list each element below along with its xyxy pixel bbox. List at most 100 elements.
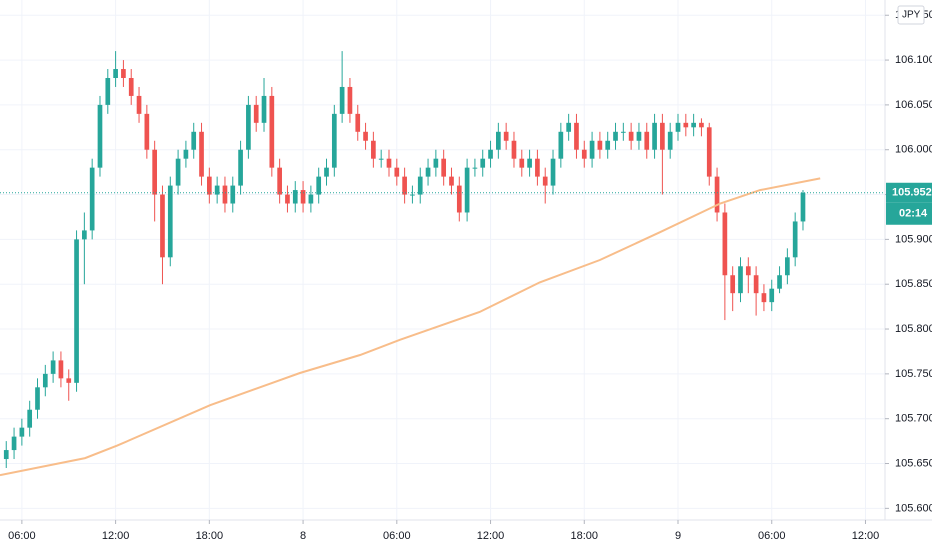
candle-body — [152, 149, 158, 195]
candle-body — [605, 140, 611, 150]
currency-label[interactable]: JPY — [902, 10, 921, 21]
candle-body — [519, 158, 525, 168]
candle-body — [183, 149, 189, 159]
candle-body — [35, 387, 40, 410]
candle-body — [691, 122, 696, 128]
candle-body — [410, 194, 415, 196]
candle-body — [628, 131, 634, 141]
currency-badge[interactable] — [897, 5, 925, 25]
candle-body — [777, 275, 782, 289]
candle-body — [175, 158, 181, 186]
candle-body — [292, 190, 298, 204]
x-tick-label: 12:00 — [852, 530, 880, 542]
candle-body — [214, 185, 220, 195]
candle-body — [535, 158, 540, 177]
x-tick-label: 06:00 — [758, 530, 786, 542]
candle-body — [620, 131, 626, 133]
candle-body — [769, 288, 775, 303]
candle-body — [753, 275, 759, 294]
candle-body — [675, 122, 681, 132]
candle-body — [285, 194, 290, 204]
candle-body — [378, 158, 384, 160]
candle-body — [277, 167, 282, 195]
candle-body — [42, 373, 48, 388]
candle-body — [253, 104, 259, 123]
candle-body — [206, 176, 212, 195]
candle-body — [488, 149, 493, 159]
candle-body — [269, 95, 275, 168]
candle-body — [566, 122, 571, 132]
y-tick-label: 106.050 — [895, 99, 932, 111]
candle-body — [339, 86, 345, 114]
candle-body — [66, 378, 72, 383]
candle-body — [50, 360, 56, 374]
candle-body — [706, 127, 712, 177]
candle-body — [105, 78, 111, 105]
candle-body — [699, 122, 704, 128]
grid — [0, 0, 885, 520]
candle-body — [331, 113, 337, 168]
candle-body — [144, 113, 150, 150]
candle-body — [800, 192, 806, 222]
y-tick-label: 105.600 — [895, 502, 932, 514]
candle-body — [3, 450, 9, 460]
candle-body — [300, 190, 306, 204]
x-tick-label: 8 — [300, 530, 306, 542]
x-tick-label: 06:00 — [383, 530, 411, 542]
candle-body — [316, 176, 322, 195]
candle-body — [597, 140, 603, 150]
candle-body — [574, 122, 579, 150]
candle-body — [636, 131, 642, 141]
candle-body — [730, 275, 736, 294]
candle-body — [11, 436, 17, 451]
candle-body — [792, 221, 798, 258]
countdown-box — [886, 202, 932, 225]
candle-body — [785, 257, 790, 276]
candle-body — [371, 140, 376, 159]
candle-body — [89, 167, 95, 231]
candle-body — [113, 69, 118, 78]
x-tick-label: 12:00 — [102, 530, 130, 542]
candle-body — [394, 167, 400, 177]
candle-body — [503, 131, 509, 141]
candle-body — [160, 194, 165, 258]
price-label: 105.952 — [892, 187, 932, 199]
x-tick-label: 18:00 — [196, 530, 224, 542]
plot — [0, 51, 885, 477]
candle-body — [745, 266, 751, 276]
moving-average-line — [0, 177, 821, 477]
candle-body — [550, 158, 556, 186]
candle-body — [347, 86, 353, 114]
candle-body — [660, 122, 665, 150]
candle-body — [722, 212, 728, 276]
candle-body — [417, 176, 423, 195]
candle-body — [355, 113, 361, 132]
candle-body — [761, 293, 767, 303]
candle-body — [246, 104, 251, 150]
price-label-box — [886, 182, 932, 203]
candle-body — [464, 167, 470, 213]
candle-body — [82, 230, 87, 240]
candle-body — [558, 131, 564, 159]
candle-body — [19, 427, 25, 437]
candle-body — [191, 131, 197, 150]
candle-body — [589, 140, 595, 159]
candle-body — [441, 158, 447, 177]
y-tick-label: 105.750 — [895, 368, 932, 380]
y-tick-label: 105.700 — [895, 413, 932, 425]
candle-body — [136, 95, 142, 114]
candle-body — [738, 266, 743, 294]
candle-body — [261, 95, 267, 123]
candle-body — [496, 131, 501, 150]
candle-body — [230, 185, 236, 204]
candle-body — [542, 176, 548, 186]
y-tick-label: 105.650 — [895, 457, 932, 469]
candle-body — [511, 140, 517, 159]
y-tick-label: 106.000 — [895, 144, 932, 156]
axes: 105.600 105.650 105.700 105.750 105.800 105.8… — [8, 5, 932, 542]
x-tick-label: 06:00 — [8, 530, 36, 542]
candle-body — [27, 409, 33, 428]
candle-body — [386, 158, 392, 168]
